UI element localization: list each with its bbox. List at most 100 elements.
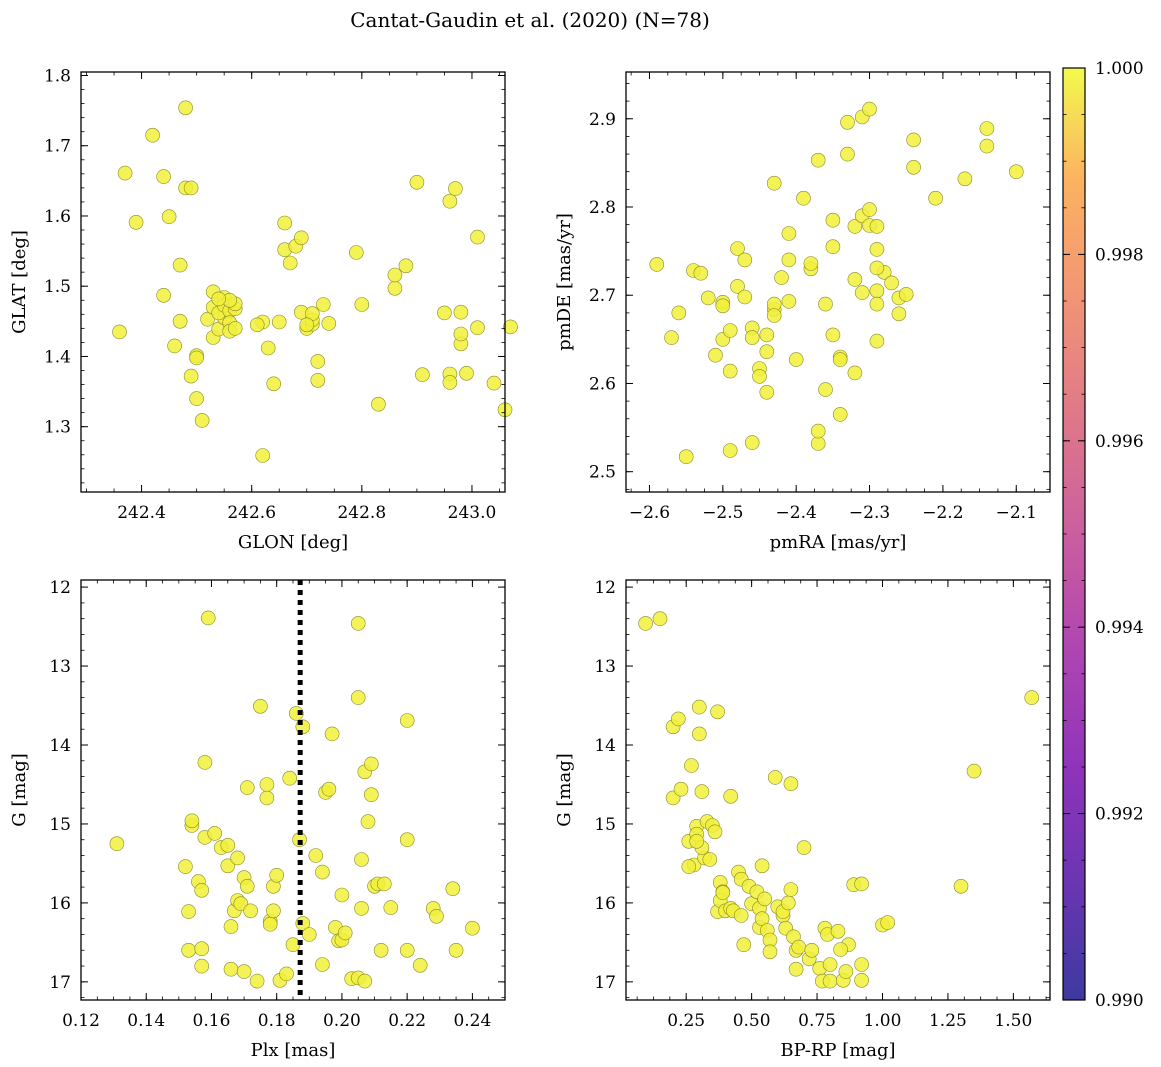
pmra-pmde-point: [781, 252, 797, 268]
colorbar-tick-label: 0.998: [1095, 245, 1144, 265]
pmra-pmde-point: [730, 241, 745, 256]
glon-glat-point: [271, 314, 287, 330]
plx-g-point: [357, 973, 373, 989]
pmra-pmde-point: [766, 308, 782, 323]
bprp-g-point: [880, 915, 896, 930]
pmra-pmde-point: [766, 175, 782, 191]
pmra-pmde-point: [884, 275, 899, 291]
plx-g-xtick-label: 0.18: [258, 1011, 296, 1031]
glon-glat-xlabel: GLON [deg]: [238, 532, 348, 553]
glon-glat-frame: [80, 71, 506, 493]
plx-g-point: [230, 850, 245, 866]
pmra-pmde-xtick-label: −2.6: [629, 503, 670, 523]
pmra-pmde-point: [979, 138, 995, 154]
bprp-g-ytick-label: 13: [594, 657, 616, 677]
pmra-pmde-point: [737, 252, 753, 268]
plx-g-point: [301, 927, 317, 942]
colorbar-tick-label: 1.000: [1095, 59, 1144, 79]
glon-glat-point: [145, 127, 160, 143]
pmra-pmde-point: [700, 290, 716, 306]
pmra-pmde-panel: −2.6 −2.5 −2.4 −2.3 −2.2 −2.1 2.5 2.6 2.7 2.8 2.9 p…: [554, 71, 1051, 553]
plx-g-xtick-label: 0.24: [453, 1011, 491, 1031]
glon-glat-ytick-label: 1.4: [44, 347, 71, 367]
pmra-pmde-point: [752, 369, 767, 384]
pmra-pmde-point: [818, 296, 833, 312]
bprp-g-point: [1024, 690, 1039, 705]
glon-glat-point: [293, 230, 309, 246]
bprp-g-point: [833, 942, 848, 957]
pmra-pmde-point: [957, 171, 973, 187]
bprp-g-xlabel: BP-RP [mag]: [780, 1040, 895, 1061]
glon-glat-ytick-label: 1.6: [44, 207, 71, 227]
pmra-pmde-point: [781, 294, 797, 309]
bprp-g-point: [822, 957, 838, 972]
bprp-g-point: [822, 973, 838, 989]
glon-glat-point: [299, 317, 315, 333]
plx-g-point: [220, 837, 236, 853]
bprp-g-point: [691, 699, 707, 715]
glon-glat-panel: 242.4 242.6 242.8 243.0 1.3 1.4 1.5 1.6 1.7 1.8 GL…: [9, 67, 518, 553]
glon-glat-point: [398, 258, 414, 274]
plx-g-point: [412, 957, 428, 973]
plx-g-point: [240, 878, 255, 894]
plx-g-point: [253, 698, 268, 714]
pmra-pmde-xtick-label: −2.3: [849, 503, 890, 523]
pmra-pmde-point: [825, 327, 841, 343]
glon-glat-ytick-label: 1.3: [44, 418, 71, 438]
bprp-g-ytick-label: 14: [594, 736, 616, 756]
plx-g-xtick-label: 0.20: [323, 1011, 361, 1031]
bprp-g-point: [715, 885, 731, 900]
plx-g-point: [262, 916, 278, 932]
glon-glat-point: [112, 324, 127, 340]
glon-glat-point: [211, 291, 226, 307]
bprp-g-point: [838, 964, 854, 979]
glon-glat-point: [387, 267, 403, 283]
plx-g-point: [207, 826, 222, 841]
plx-g-point: [295, 916, 311, 931]
glon-glat-point: [189, 350, 204, 366]
plx-g-point: [363, 756, 379, 772]
glon-glat-point: [172, 257, 188, 273]
pmra-pmde-point: [906, 160, 921, 175]
glon-glat-point: [470, 320, 485, 336]
glon-glat-point: [227, 321, 243, 336]
glon-glat-point: [503, 319, 518, 335]
bprp-g-panel: 0.25 0.50 0.75 1.00 1.25 1.50 12 13 14 15 16 17 BP-R…: [554, 578, 1051, 1061]
pmra-pmde-point: [832, 407, 848, 422]
plx-g-xtick-label: 0.14: [127, 1011, 165, 1031]
pmra-pmde-point: [898, 287, 914, 302]
pmra-pmde-point: [737, 289, 753, 305]
bprp-g-point: [854, 972, 869, 988]
bprp-g-point: [854, 876, 869, 892]
plx-g-point: [373, 942, 389, 958]
plx-g-point: [279, 966, 294, 982]
plx-g-point: [269, 867, 285, 883]
bprp-g-xtick-label: 0.50: [733, 1011, 771, 1031]
plx-g-point: [308, 848, 324, 863]
pmra-pmde-point: [678, 449, 694, 465]
pmra-pmde-point: [825, 239, 841, 254]
bprp-g-ytick-label: 12: [594, 578, 616, 598]
bprp-g-point: [788, 961, 804, 977]
glon-glat-point: [167, 338, 182, 354]
bprp-g-xtick-label: 1.25: [929, 1011, 967, 1031]
pmra-pmde-ylabel: pmDE [mas/yr]: [554, 213, 575, 351]
colorbar-tick-label: 0.994: [1095, 618, 1144, 638]
pmra-pmde-point: [869, 296, 885, 312]
pmra-pmde-point: [759, 344, 775, 360]
pmra-pmde-point: [847, 219, 863, 234]
bprp-g-ylabel: G [mag]: [554, 753, 575, 826]
glon-glat-point: [255, 448, 271, 463]
pmra-pmde-point: [869, 260, 885, 276]
pmra-pmde-point: [722, 443, 738, 458]
bprp-g-point: [710, 704, 725, 720]
pmra-pmde-point: [840, 115, 855, 130]
pmra-pmde-point: [810, 152, 826, 168]
glon-glat-point: [448, 181, 463, 196]
glon-glat-point: [348, 245, 364, 260]
pmra-pmde-point: [869, 242, 885, 257]
pmra-pmde-point: [803, 256, 819, 271]
plx-g-point: [315, 864, 330, 880]
bprp-g-point: [854, 957, 869, 972]
bprp-g-point: [673, 781, 689, 797]
